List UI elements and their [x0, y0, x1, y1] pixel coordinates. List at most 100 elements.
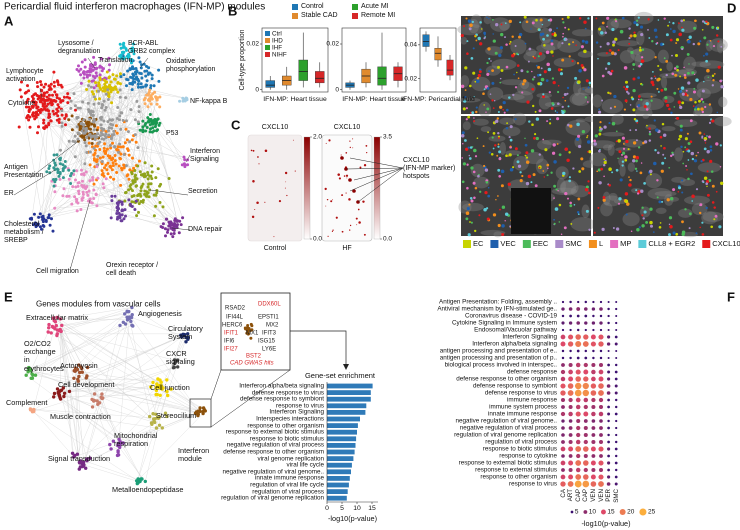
cell-dot — [622, 165, 624, 167]
cell-dot — [472, 21, 474, 23]
cell-dot — [587, 180, 589, 182]
zoom-line — [211, 370, 221, 399]
cell-dot — [691, 195, 695, 199]
network-node — [59, 149, 62, 152]
network-node — [64, 123, 67, 126]
dot — [598, 390, 604, 396]
cell-dot — [586, 79, 589, 82]
network-node — [85, 122, 88, 125]
cell-dot — [575, 44, 577, 46]
network-node — [128, 168, 131, 171]
dot — [615, 322, 617, 324]
network-node — [83, 138, 86, 141]
cell-dot — [607, 92, 609, 94]
cell-dot — [649, 133, 652, 136]
cell-dot — [525, 151, 528, 154]
cell-dot — [532, 105, 534, 107]
network-node — [44, 83, 47, 86]
network-node — [131, 313, 134, 316]
cell-dot — [646, 108, 649, 111]
network-node — [139, 129, 142, 132]
cell-dot — [644, 210, 647, 213]
network-node — [151, 77, 154, 80]
cell-dot — [672, 153, 674, 155]
cell-dot — [560, 72, 563, 75]
tissue-texture — [600, 202, 613, 216]
cell-dot — [581, 64, 584, 67]
row-label: Antigen Presentation: Folding, assembly … — [439, 298, 557, 305]
cell-dot — [694, 108, 696, 110]
network-node — [85, 127, 88, 130]
cell-dot — [587, 101, 589, 103]
network-node — [131, 88, 134, 91]
network-node — [114, 159, 117, 162]
cell-dot — [577, 135, 580, 138]
cell-dot — [704, 133, 705, 134]
network-node — [95, 193, 98, 196]
network-node — [137, 478, 140, 481]
tissue-texture — [691, 61, 710, 67]
cell-dot — [699, 40, 701, 42]
cell-dot — [611, 171, 613, 173]
expression-spot — [344, 175, 346, 177]
network-node — [172, 224, 175, 227]
network-node — [103, 87, 106, 90]
cell-dot — [530, 28, 531, 29]
cell-dot — [559, 204, 562, 207]
legend-label: EEC — [533, 240, 548, 248]
cell-dot — [638, 95, 641, 98]
network-node — [18, 126, 21, 129]
network-node — [139, 61, 142, 64]
network-node — [76, 209, 79, 212]
network-node — [137, 120, 140, 123]
network-node — [129, 108, 132, 111]
dot — [585, 329, 587, 331]
cell-dot — [678, 186, 681, 189]
cell-dot — [509, 153, 512, 156]
dot — [561, 398, 565, 402]
expression-spot — [356, 224, 357, 225]
cell-dot — [572, 167, 574, 169]
network-node — [94, 63, 97, 66]
network-node — [80, 122, 83, 125]
cell-dot — [466, 118, 468, 120]
dot — [575, 383, 581, 389]
expression-spot — [285, 188, 286, 189]
cell-dot — [660, 136, 663, 139]
cell-dot — [483, 165, 485, 167]
row-label: Cytokine Signaling in Immune system — [452, 319, 557, 326]
network-node — [87, 102, 90, 105]
dot — [569, 301, 571, 303]
cell-dot — [622, 17, 625, 20]
cell-dot — [472, 72, 475, 75]
dot — [562, 357, 564, 359]
dot — [568, 412, 572, 416]
dot — [615, 364, 617, 366]
cell-dot — [551, 43, 554, 46]
dot — [575, 474, 581, 480]
network-node — [47, 323, 50, 326]
cell-dot — [577, 198, 580, 201]
network-node — [112, 130, 115, 133]
network-node — [64, 160, 67, 163]
cell-dot — [546, 51, 550, 55]
cell-dot — [716, 191, 718, 193]
network-node — [116, 106, 119, 109]
cell-dot — [667, 198, 670, 201]
network-node — [202, 406, 205, 409]
cell-dot — [593, 142, 596, 145]
network-node — [157, 167, 160, 170]
network-node — [99, 134, 102, 137]
network-node — [98, 141, 101, 144]
cell-dot — [509, 20, 512, 23]
cell-dot — [500, 46, 503, 49]
cell-dot — [561, 59, 564, 62]
cell-dot — [638, 99, 640, 101]
dot — [577, 301, 579, 303]
cell-dot — [676, 69, 679, 72]
cell-dot — [703, 81, 704, 82]
colorbar-tick-label: 2.0 — [313, 133, 322, 140]
cell-dot — [598, 181, 601, 184]
cell-dot — [562, 33, 564, 35]
network-node — [56, 114, 59, 117]
